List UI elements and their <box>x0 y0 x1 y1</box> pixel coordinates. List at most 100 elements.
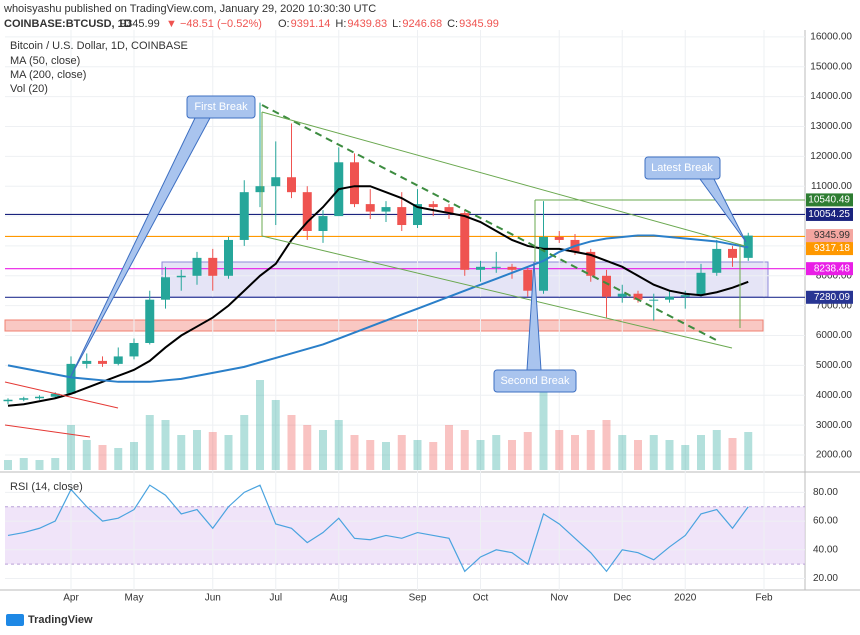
symbol: COINBASE:BTCUSD, 1D <box>4 18 132 30</box>
volume-bar <box>51 458 60 470</box>
candle-body <box>428 204 438 208</box>
callout-box <box>186 95 256 119</box>
line <box>7 234 749 383</box>
volume-bar <box>67 425 75 470</box>
candle-body <box>239 192 249 240</box>
legend-title: RSI (14, close) <box>10 481 83 493</box>
price-tag-label: 8238.48 <box>814 263 851 274</box>
demand-zone <box>4 319 764 332</box>
price-tag-label: 7280.09 <box>814 292 851 303</box>
volume-bar <box>256 380 264 470</box>
x-tick-label: May <box>125 593 144 604</box>
legend: Bitcoin / U.S. Dollar, 1D, COINBASE MA (5… <box>10 40 188 493</box>
volume-bar <box>208 432 217 470</box>
x-tick-label: Jul <box>269 593 282 604</box>
candle-body <box>476 266 485 270</box>
ohlc: O: 9391.14 H: 9439.83 L: 9246.68 C: 9345.99 <box>278 18 499 30</box>
volume-bar <box>193 430 201 470</box>
rsi-band <box>5 506 805 565</box>
candle-body <box>696 272 706 296</box>
candle-body <box>397 207 407 226</box>
x-tick-label: Feb <box>755 593 773 604</box>
trendline <box>261 111 746 247</box>
volume-bar <box>523 432 532 470</box>
candle-body <box>507 266 517 270</box>
price-tag <box>806 262 853 276</box>
volume-bar <box>82 440 91 470</box>
candle-body <box>113 356 123 364</box>
callout-text: Second Break <box>500 375 570 387</box>
volume-bar <box>492 435 501 470</box>
volume-bar <box>602 420 611 470</box>
x-tick-label: Sep <box>409 593 427 604</box>
volume-bar <box>445 425 453 470</box>
volume-bar <box>712 430 721 470</box>
candle-body <box>665 296 674 300</box>
callout-box <box>644 156 721 180</box>
price-tag <box>806 207 853 221</box>
ohlc-key: L: <box>392 18 401 30</box>
volume-bar <box>476 440 485 470</box>
ohlc-key: O: <box>278 18 290 30</box>
volume-bar <box>240 415 249 470</box>
ohlc-value: 9439.83 <box>347 18 387 30</box>
callout-text: Latest Break <box>651 162 713 174</box>
y-tick-label: 16000.00 <box>810 32 852 43</box>
candle-body <box>318 216 328 231</box>
y-tick-label: 80.00 <box>813 487 838 498</box>
trendline <box>4 381 119 409</box>
y-tick-label: 4000.00 <box>816 390 853 401</box>
x-tick-label: Aug <box>330 593 348 604</box>
y-tick-label: 5000.00 <box>816 360 853 371</box>
brand: TradingView <box>28 614 93 626</box>
y-tick-label: 6000.00 <box>816 330 853 341</box>
candle-body <box>586 251 596 276</box>
volume-bar <box>697 435 705 470</box>
y-tick-label: 12000.00 <box>810 151 852 162</box>
candle-body <box>19 398 29 400</box>
line <box>7 484 749 573</box>
candle-body <box>381 207 391 212</box>
candle-body <box>649 299 659 301</box>
candle-body <box>728 248 737 258</box>
y-tick-label: 3000.00 <box>816 420 853 431</box>
volume-bar <box>35 460 44 470</box>
trendline <box>261 235 733 349</box>
candle-body <box>712 248 722 273</box>
ohlc-value: 9246.68 <box>402 18 442 30</box>
volume-bar <box>665 440 674 470</box>
volume-bar <box>460 430 469 470</box>
candle-body <box>208 257 218 276</box>
candle-body <box>491 266 501 268</box>
volume-bar <box>586 430 595 470</box>
y-tick-label: 20.00 <box>813 573 838 584</box>
volume-bar <box>4 460 12 470</box>
candle-body <box>161 277 170 300</box>
volume-bar <box>224 435 233 470</box>
x-tick-label: Nov <box>550 593 568 604</box>
logo <box>6 614 24 626</box>
candle-body <box>35 396 44 399</box>
x-tick-label: Dec <box>613 593 631 604</box>
candle-body <box>413 204 422 226</box>
candle-body <box>680 295 690 297</box>
candle-body <box>365 204 375 212</box>
change: ▼ −48.51 (−0.52%) <box>166 18 262 30</box>
candle-body <box>602 275 611 297</box>
volume-bar <box>744 432 753 470</box>
volume-bar <box>130 442 138 470</box>
candle-body <box>444 207 454 214</box>
trendline <box>4 424 91 438</box>
volume-bar <box>334 420 343 470</box>
callout-pointer <box>69 117 211 379</box>
legend-entry: MA (50, close) <box>10 55 80 67</box>
price-tag-label: 10054.25 <box>808 209 850 220</box>
candle-body <box>554 236 564 240</box>
price-tag <box>806 229 853 243</box>
volume-bar <box>19 458 28 470</box>
y-tick-label: 8000.00 <box>816 270 853 281</box>
candle-body <box>617 293 627 297</box>
